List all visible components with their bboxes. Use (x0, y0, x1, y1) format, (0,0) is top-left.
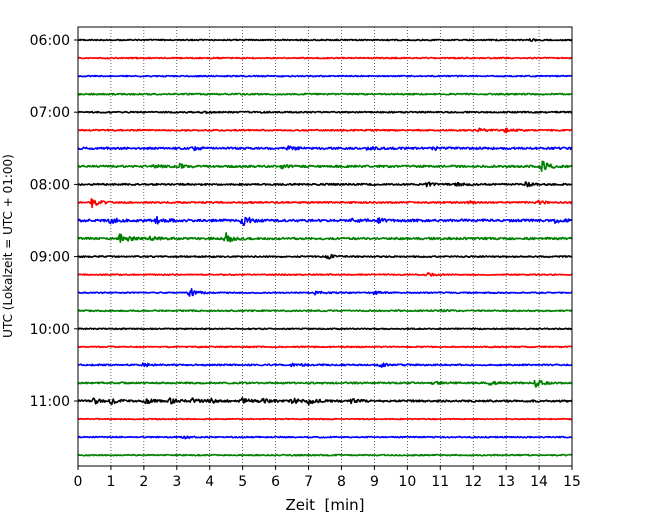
trace-line-0700 (77, 110, 573, 115)
plot-frame (77, 26, 573, 467)
y-tick-label: 07:00 (30, 105, 70, 121)
x-tick-label: 1 (106, 474, 115, 490)
trace-line-1115 (77, 417, 573, 421)
trace-line-1030 (77, 362, 573, 368)
trace-line-1145 (77, 453, 573, 457)
x-tick-label: 11 (431, 474, 449, 490)
x-tick-label: 5 (238, 474, 247, 490)
trace-line-0845 (77, 232, 573, 244)
trace-line-0800 (77, 181, 573, 188)
x-tick-label: 3 (172, 474, 181, 490)
trace-line-0630 (77, 74, 573, 78)
y-tick-label: 10:00 (30, 322, 70, 338)
trace-line-0645 (77, 92, 573, 96)
trace-line-1130 (77, 435, 573, 440)
y-tick-label: 06:00 (30, 33, 70, 49)
x-axis: 0 1 2 3 4 5 6 7 8 9 10 11 12 13 14 15 (74, 466, 581, 490)
trace-line-0815 (77, 198, 573, 209)
trace-line-1015 (77, 345, 573, 349)
x-tick-label: 4 (205, 474, 214, 490)
x-tick-label: 6 (271, 474, 280, 490)
y-tick-label: 09:00 (30, 250, 70, 266)
trace-line-1100 (77, 397, 573, 406)
x-tick-label: 7 (304, 474, 313, 490)
x-tick-label: 10 (398, 474, 416, 490)
x-tick-label: 14 (530, 474, 548, 490)
x-tick-label: 12 (464, 474, 482, 490)
x-tick-label: 2 (139, 474, 148, 490)
trace-line-0915 (77, 272, 573, 277)
x-tick-label: 15 (563, 474, 581, 490)
trace-line-0930 (77, 287, 573, 297)
x-axis-label: Zeit [min] (285, 496, 364, 514)
trace-line-0615 (77, 56, 573, 60)
y-axis: 06:00 07:00 08:00 09:00 10:00 11:00 (30, 33, 78, 410)
x-tick-label: 13 (497, 474, 515, 490)
trace-line-0745 (77, 160, 573, 172)
trace-line-0900 (77, 253, 573, 260)
y-tick-label: 08:00 (30, 177, 70, 193)
trace-lines (77, 38, 573, 457)
trace-line-0730 (77, 145, 573, 152)
x-tick-label: 9 (370, 474, 379, 490)
trace-line-0715 (77, 127, 573, 134)
trace-line-0830 (77, 215, 573, 227)
trace-line-0600 (77, 38, 573, 43)
y-axis-label: UTC (Lokalzeit = UTC + 01:00) (1, 154, 15, 338)
x-tick-label: 0 (74, 474, 83, 490)
y-tick-label: 11:00 (30, 394, 70, 410)
x-tick-label: 8 (337, 474, 346, 490)
trace-line-1000 (77, 327, 573, 331)
trace-line-0945 (77, 308, 573, 313)
trace-line-1045 (77, 379, 573, 388)
